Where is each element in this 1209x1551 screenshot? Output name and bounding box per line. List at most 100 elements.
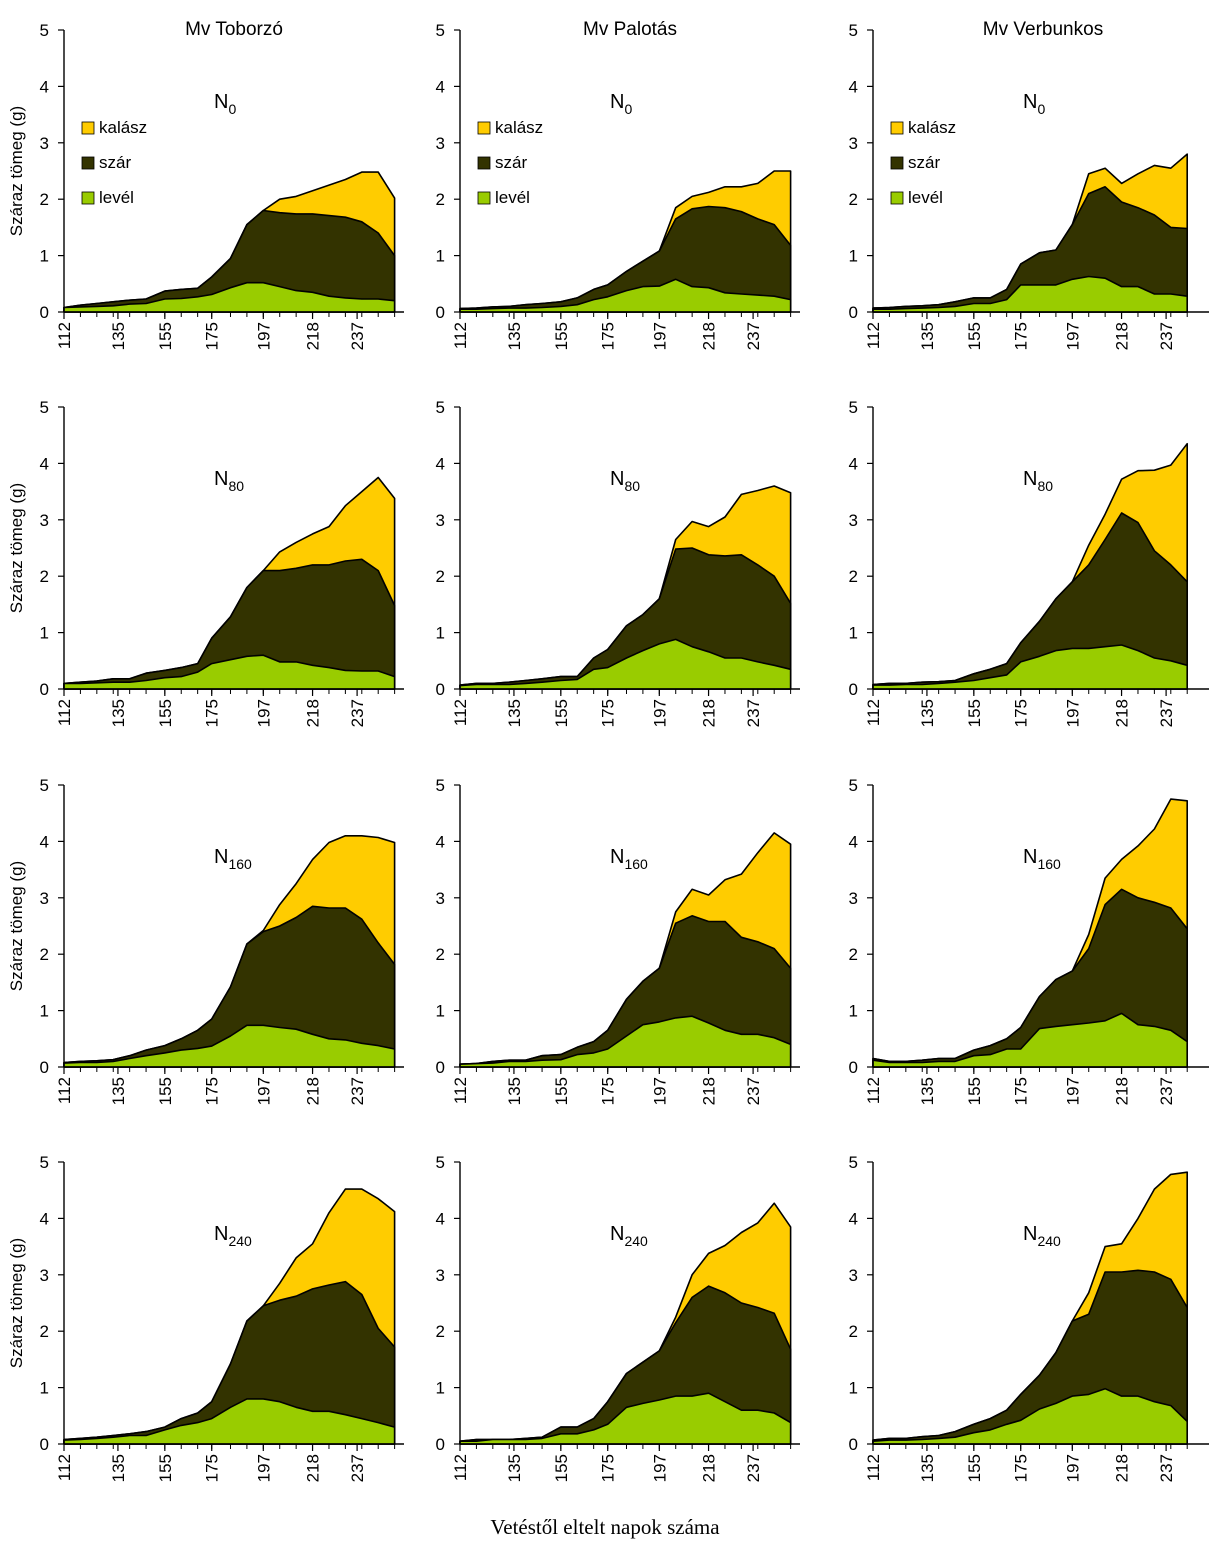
x-tick-label: 197 <box>1063 1077 1082 1105</box>
x-tick-label: 175 <box>203 1077 222 1105</box>
area-levél <box>63 1024 396 1068</box>
chart-panel: 0 1 2 3 4 5 112 135 155 175 197 218 237 N0 Mv Verbunko… <box>849 19 1209 350</box>
x-tick-label: 112 <box>55 1077 74 1104</box>
legend-label: kalász <box>495 118 543 137</box>
x-tick-label: 175 <box>1012 1454 1031 1482</box>
y-tick-label: 3 <box>849 511 858 530</box>
treatment-label: N0 <box>610 91 632 117</box>
x-tick-label: 155 <box>156 322 175 350</box>
x-tick-label: 175 <box>203 699 222 727</box>
treatment-label: N160 <box>1023 846 1061 872</box>
x-tick-label: 218 <box>1113 699 1132 727</box>
y-tick-label: 4 <box>40 77 49 96</box>
x-tick-label: 135 <box>109 699 128 727</box>
treatment-label: N160 <box>610 846 648 872</box>
y-tick-label: 0 <box>40 1435 49 1454</box>
chart-panel: 0 1 2 3 4 5 112 135 155 175 197 218 237 N240 Száraz tö… <box>7 1153 404 1482</box>
y-tick-label: 3 <box>40 134 49 153</box>
x-tick-label: 155 <box>156 699 175 727</box>
legend-label: levél <box>99 188 134 207</box>
x-tick-label: 237 <box>1157 1454 1176 1482</box>
treatment-label: N240 <box>610 1223 648 1249</box>
x-tick-label: 197 <box>254 1077 273 1105</box>
y-tick-label: 5 <box>40 398 49 417</box>
legend-swatch <box>477 191 491 205</box>
x-tick-label: 112 <box>451 699 470 726</box>
y-tick-label: 0 <box>436 1058 445 1077</box>
x-tick-label: 112 <box>55 322 74 349</box>
area-szár <box>872 512 1188 690</box>
legend-label: levél <box>495 188 530 207</box>
x-tick-label: 175 <box>599 322 618 350</box>
area-levél <box>872 644 1188 690</box>
y-tick-label: 5 <box>40 776 49 795</box>
y-tick-label: 2 <box>849 567 858 586</box>
chart-panel: 0 1 2 3 4 5 112 135 155 175 197 218 237 N160 Száraz tö… <box>7 776 404 1105</box>
x-tick-label: 237 <box>1157 1077 1176 1105</box>
x-tick-label: 197 <box>254 1454 273 1482</box>
x-tick-label: 197 <box>254 699 273 727</box>
x-tick-label: 175 <box>203 1454 222 1482</box>
treatment-label: N0 <box>214 91 236 117</box>
x-tick-label: 135 <box>918 322 937 350</box>
legend-label: szár <box>908 153 940 172</box>
y-tick-label: 3 <box>40 1266 49 1285</box>
treatment-label: N80 <box>214 468 244 494</box>
area-levél <box>63 281 396 313</box>
x-tick-label: 175 <box>1012 1077 1031 1105</box>
treatment-label: N160 <box>214 846 252 872</box>
x-tick-label: 175 <box>1012 699 1031 727</box>
x-tick-label: 175 <box>599 1077 618 1105</box>
treatment-label: N240 <box>214 1223 252 1249</box>
y-tick-label: 5 <box>436 776 445 795</box>
y-tick-label: 4 <box>40 454 49 473</box>
legend-swatch <box>81 156 95 170</box>
x-tick-label: 218 <box>304 1454 323 1482</box>
x-tick-label: 175 <box>203 322 222 350</box>
y-tick-label: 5 <box>849 776 858 795</box>
x-tick-label: 112 <box>55 1454 74 1481</box>
y-tick-label: 5 <box>436 1153 445 1172</box>
x-tick-label: 218 <box>700 699 719 727</box>
y-tick-label: 0 <box>436 680 445 699</box>
x-tick-label: 175 <box>599 1454 618 1482</box>
x-tick-label: 155 <box>552 322 571 350</box>
y-tick-label: 2 <box>436 945 445 964</box>
chart-panel: 0 1 2 3 4 5 112 135 155 175 197 218 237 N80 Száraz töm… <box>7 398 404 727</box>
x-tick-label: 237 <box>348 699 367 727</box>
x-tick-label: 237 <box>348 1454 367 1482</box>
x-tick-label: 175 <box>1012 322 1031 350</box>
y-tick-label: 4 <box>436 77 445 96</box>
y-axis-label: Száraz tömeg (g) <box>7 483 26 613</box>
legend-swatch <box>477 156 491 170</box>
y-tick-label: 5 <box>40 1153 49 1172</box>
area-szár <box>63 1280 396 1445</box>
y-tick-label: 2 <box>40 190 49 209</box>
y-tick-label: 1 <box>436 624 445 643</box>
x-tick-label: 135 <box>505 1077 524 1105</box>
y-tick-label: 1 <box>849 1379 858 1398</box>
y-tick-label: 2 <box>40 945 49 964</box>
x-tick-label: 197 <box>1063 699 1082 727</box>
legend-label: kalász <box>908 118 956 137</box>
y-tick-label: 1 <box>40 624 49 643</box>
x-tick-label: 237 <box>348 322 367 350</box>
x-tick-label: 135 <box>109 322 128 350</box>
x-tick-label: 135 <box>505 1454 524 1482</box>
y-tick-label: 5 <box>849 1153 858 1172</box>
treatment-label: N80 <box>610 468 640 494</box>
legend-label: szár <box>99 153 131 172</box>
x-tick-label: 135 <box>918 1454 937 1482</box>
x-tick-label: 155 <box>965 322 984 350</box>
legend: kalász szár levél <box>81 118 147 207</box>
x-tick-label: 135 <box>918 1077 937 1105</box>
x-tick-label: 218 <box>304 699 323 727</box>
x-tick-label: 155 <box>156 1454 175 1482</box>
y-tick-label: 3 <box>436 889 445 908</box>
y-tick-label: 4 <box>849 1209 858 1228</box>
x-tick-label: 237 <box>744 699 763 727</box>
x-tick-label: 237 <box>1157 699 1176 727</box>
x-tick-label: 218 <box>700 322 719 350</box>
x-tick-label: 112 <box>864 322 883 349</box>
